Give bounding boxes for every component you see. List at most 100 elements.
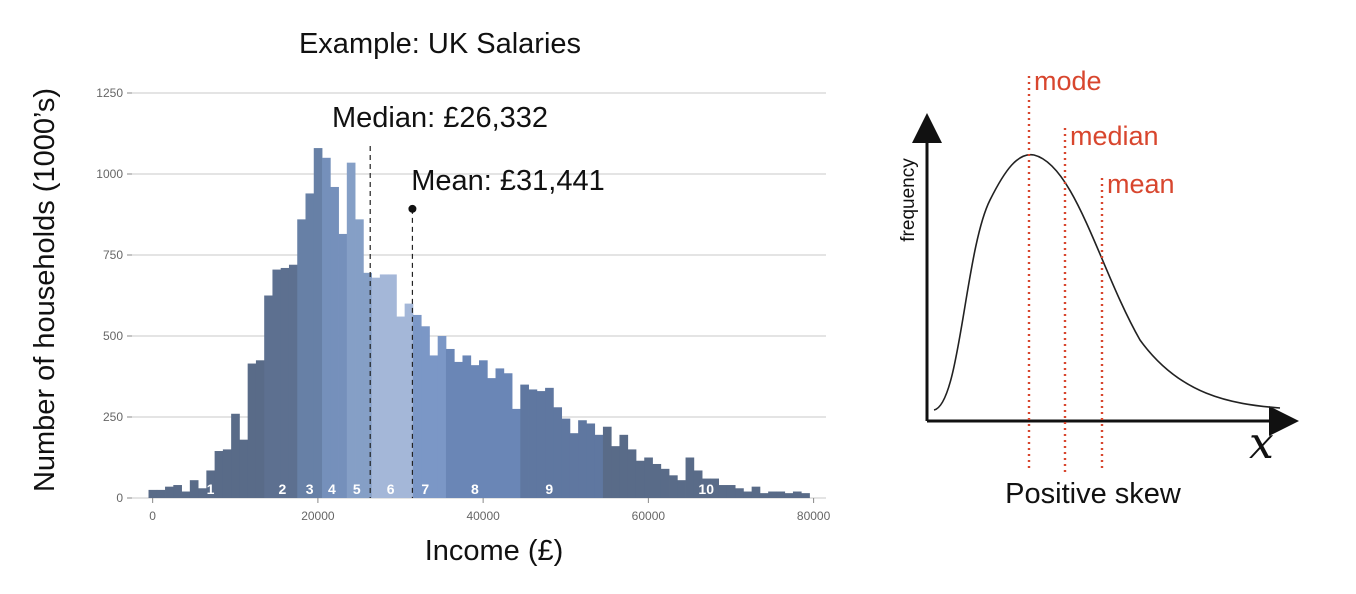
- histogram-bar: [495, 368, 505, 498]
- histogram-bar: [181, 491, 191, 498]
- y-tick-label: 750: [103, 248, 123, 262]
- histogram-bar: [148, 489, 158, 498]
- x-tick-label: 60000: [632, 509, 666, 523]
- histogram-bar: [768, 491, 777, 498]
- histogram-bar: [784, 493, 794, 498]
- histogram-bar: [776, 491, 786, 498]
- histogram-bar: [735, 488, 744, 498]
- decile-labels: 1 2 3 4 5 6 7 8 9 10: [207, 481, 715, 497]
- x-tick-labels: 0 20000 40000 60000 80000: [149, 509, 830, 523]
- histogram-bar: [355, 219, 364, 499]
- y-tick-label: 1250: [96, 86, 123, 100]
- histogram-bar: [685, 457, 695, 498]
- histogram-bar: [611, 446, 620, 498]
- histogram-bar: [561, 418, 571, 498]
- histogram-bar: [198, 488, 207, 498]
- histogram-bar: [693, 470, 703, 498]
- histogram-bar: [669, 475, 678, 498]
- histogram-bar: [652, 463, 662, 498]
- histogram-bar: [520, 384, 529, 498]
- mean-marker-dot: [408, 204, 417, 213]
- histogram-bar: [512, 408, 521, 498]
- histogram-bar: [247, 363, 257, 498]
- histogram-bar: [660, 468, 670, 498]
- histogram-bar: [330, 186, 339, 498]
- histogram-bar: [305, 193, 315, 498]
- x-axis-symbol: x: [1249, 418, 1274, 469]
- chart-title: Example: UK Salaries: [299, 28, 581, 60]
- histogram-bar: [586, 423, 596, 498]
- histogram-bar: [214, 451, 224, 498]
- x-tick-label: 0: [149, 509, 156, 523]
- histogram-bar: [231, 413, 240, 498]
- y-axis-label: Number of households (1000’s): [29, 88, 61, 492]
- histogram-bar: [206, 470, 216, 498]
- income-histogram: Example: UK Salaries Income (£) Number o…: [29, 28, 831, 567]
- histogram-bar: [462, 355, 472, 498]
- frequency-axis-label: frequency: [898, 158, 919, 242]
- histogram-bar: [404, 303, 414, 498]
- histogram-bar: [379, 274, 389, 498]
- histogram-bar: [437, 336, 447, 498]
- histogram-bar: [503, 373, 513, 498]
- histogram-bar: [594, 434, 604, 498]
- histogram-bar: [156, 489, 166, 498]
- histogram-bar: [313, 148, 323, 498]
- decile-label: 8: [471, 481, 479, 497]
- histogram-bar: [445, 348, 455, 498]
- histogram-bar: [759, 493, 769, 498]
- histogram-bar: [346, 162, 356, 498]
- histogram-bar: [536, 391, 546, 498]
- histogram-bar: [239, 439, 249, 498]
- histogram-bar: [792, 491, 802, 498]
- histogram-bar: [635, 460, 645, 498]
- median-label: Median: £26,332: [332, 102, 548, 134]
- mean-label: Mean: £31,441: [411, 165, 604, 197]
- histogram-bar: [528, 389, 538, 498]
- x-tick-label: 80000: [797, 509, 831, 523]
- skew-caption: Positive skew: [1005, 478, 1182, 510]
- histogram-bars: [148, 148, 810, 499]
- histogram-bar: [677, 480, 686, 498]
- histogram-bar: [644, 457, 653, 498]
- histogram-bar: [264, 295, 273, 498]
- histogram-bar: [396, 316, 406, 498]
- decile-label: 6: [387, 481, 395, 497]
- histogram-bar: [710, 478, 719, 498]
- histogram-bar: [388, 274, 397, 498]
- histogram-bar: [743, 491, 753, 498]
- histogram-bar: [173, 485, 182, 498]
- histogram-bar: [718, 485, 728, 498]
- y-tick-label: 250: [103, 410, 123, 424]
- x-axis-label: Income (£): [425, 535, 564, 567]
- mean-label-skew: mean: [1107, 169, 1175, 199]
- histogram-bar: [454, 361, 463, 498]
- decile-label: 9: [545, 481, 553, 497]
- density-curve: [933, 153, 1281, 411]
- decile-label: 3: [306, 481, 314, 497]
- histogram-bar: [280, 267, 290, 498]
- y-tick-label: 0: [116, 491, 123, 505]
- histogram-bar: [272, 269, 282, 498]
- decile-label: 10: [698, 481, 714, 497]
- positive-skew-diagram: mode median mean frequency x Positive sk…: [898, 66, 1299, 510]
- histogram-bar: [165, 486, 174, 498]
- histogram-bar: [801, 493, 810, 498]
- decile-label: 1: [207, 481, 215, 497]
- histogram-bar: [569, 433, 579, 498]
- decile-label: 2: [278, 481, 286, 497]
- decile-label: 4: [328, 481, 336, 497]
- histogram-bar: [470, 365, 480, 498]
- histogram-bar: [751, 486, 761, 498]
- histogram-bar: [371, 277, 381, 498]
- histogram-bar: [619, 434, 629, 498]
- mode-label: mode: [1034, 66, 1102, 96]
- median-mean-annotations: Median: £26,332 Mean: £31,441: [332, 102, 605, 498]
- histogram-bar: [578, 420, 587, 498]
- x-tick-label: 20000: [301, 509, 335, 523]
- y-tick-label: 1000: [96, 167, 123, 181]
- histogram-bar: [338, 233, 348, 498]
- histogram-bar: [429, 355, 439, 498]
- histogram-bar: [412, 314, 422, 498]
- histogram-bar: [553, 407, 563, 498]
